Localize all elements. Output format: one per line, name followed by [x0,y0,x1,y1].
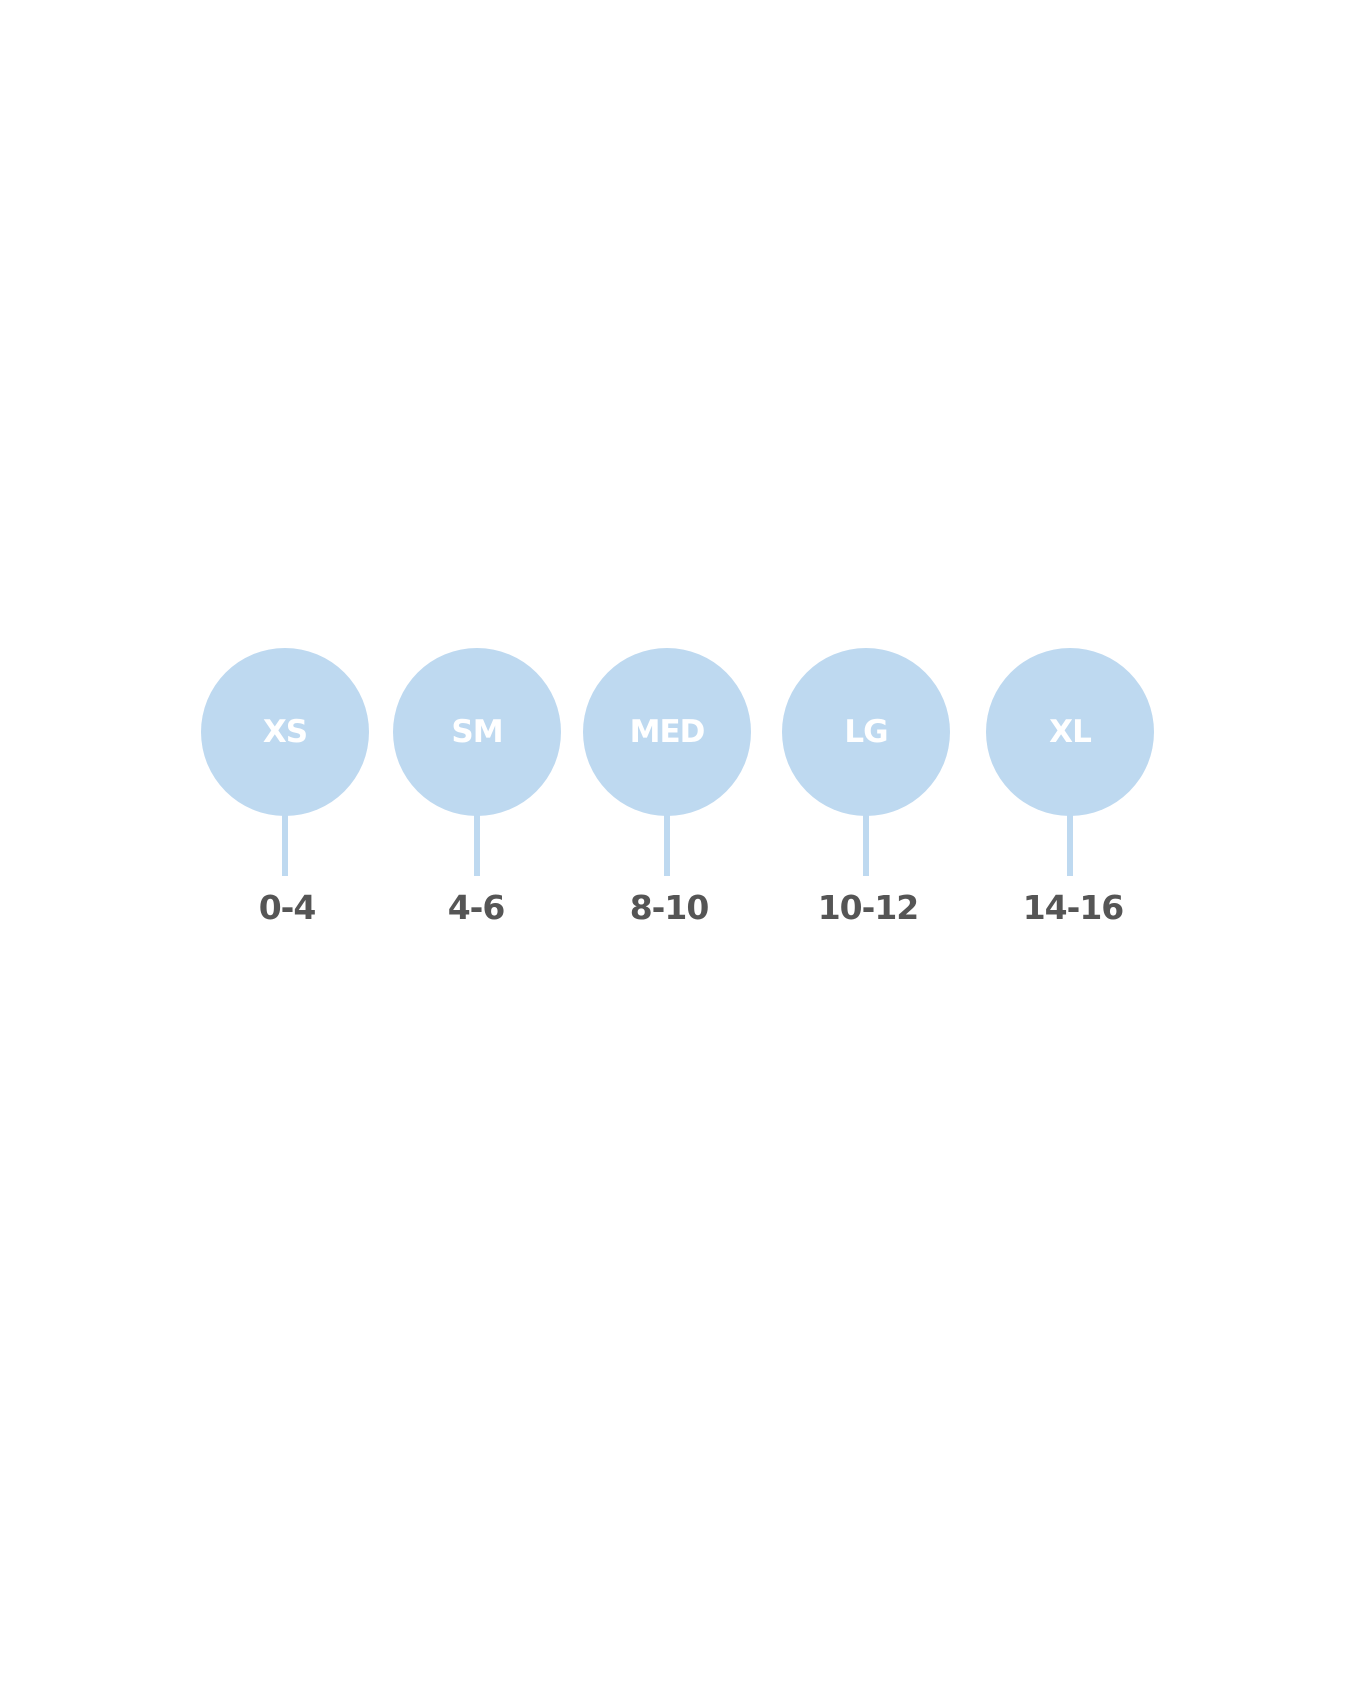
size-stem [863,815,869,876]
size-stem [664,815,670,876]
size-marker-xs: XS [201,648,369,876]
size-circle: XL [986,648,1154,816]
size-stem [474,815,480,876]
size-marker-lg: LG [782,648,950,876]
size-marker-xl: XL [986,648,1154,876]
size-stem [282,815,288,876]
size-range: 0-4 [258,888,317,927]
size-range: 4-6 [447,888,506,927]
size-circle: MED [583,648,751,816]
size-stem [1067,815,1073,876]
size-circle: XS [201,648,369,816]
size-circle: SM [393,648,561,816]
size-marker-med: MED [583,648,751,876]
size-circle: LG [782,648,950,816]
size-range: 14-16 [1022,888,1125,927]
size-range: 8-10 [629,888,710,927]
size-marker-sm: SM [393,648,561,876]
size-range: 10-12 [817,888,920,927]
